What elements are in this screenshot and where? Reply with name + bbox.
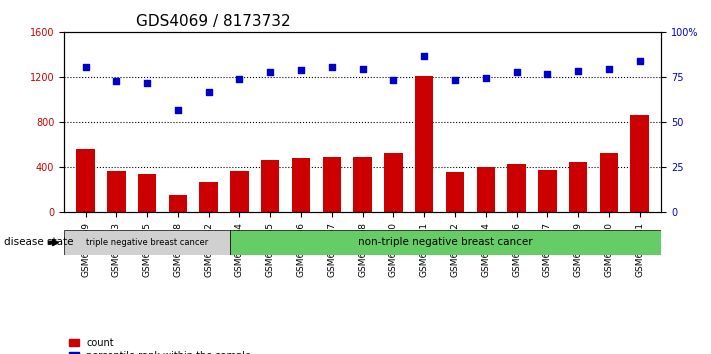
Bar (631, 115, 649, 212)
Point (480, 75, 491, 80)
Point (141, 80, 153, 86)
Bar (415, 76, 434, 212)
Point (111, 78, 122, 84)
Bar (384, 153, 402, 212)
Text: non-triple negative breast cancer: non-triple negative breast cancer (358, 238, 533, 247)
Bar (353, 157, 372, 212)
Point (172, 108, 183, 113)
Bar (292, 158, 310, 212)
Bar (323, 157, 341, 212)
Text: triple negative breast cancer: triple negative breast cancer (86, 238, 208, 247)
Bar (569, 162, 587, 212)
Text: GDS4069 / 8173732: GDS4069 / 8173732 (136, 14, 290, 29)
Bar (230, 171, 249, 212)
Bar (446, 172, 464, 212)
Bar (599, 153, 618, 212)
Point (634, 58, 646, 64)
Point (234, 76, 245, 81)
Point (295, 67, 306, 73)
Bar (261, 160, 279, 212)
Point (510, 69, 522, 75)
Bar (508, 164, 525, 212)
Bar (169, 195, 187, 212)
Bar (230, 230, 661, 255)
Point (449, 77, 461, 82)
Text: disease state: disease state (4, 238, 73, 247)
Legend: count, percentile rank within the sample: count, percentile rank within the sample (69, 338, 252, 354)
Bar (76, 149, 95, 212)
Point (572, 68, 584, 74)
Point (542, 72, 553, 77)
Point (387, 77, 399, 82)
Bar (476, 167, 495, 212)
Bar (200, 182, 218, 212)
Point (326, 64, 338, 70)
Point (203, 89, 215, 95)
Point (357, 66, 368, 72)
Bar (107, 171, 126, 212)
Point (80, 64, 91, 70)
Bar (138, 174, 156, 212)
Point (264, 69, 276, 75)
Point (419, 53, 430, 59)
Point (603, 66, 614, 72)
Bar (538, 170, 557, 212)
Bar (64, 230, 230, 255)
